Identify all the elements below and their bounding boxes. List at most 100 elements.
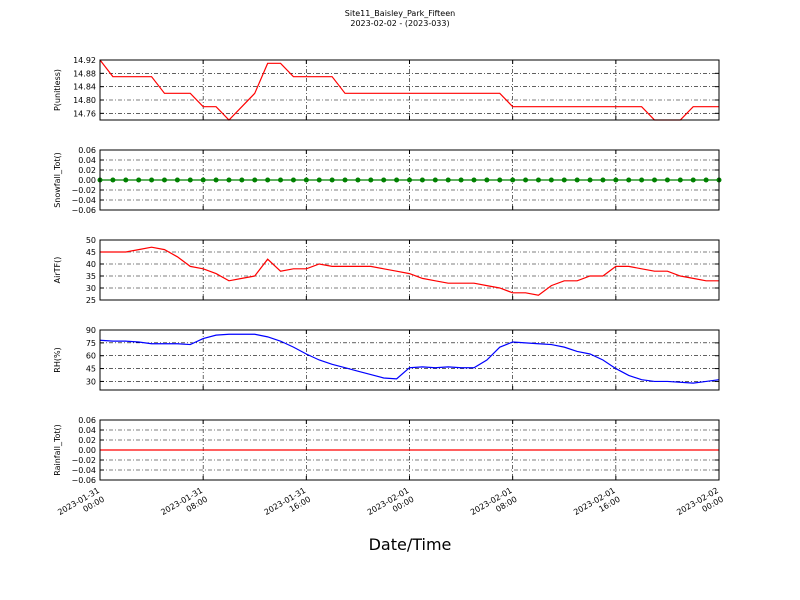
y-axis-label: RH(%) [53, 347, 62, 372]
data-point [458, 177, 464, 183]
data-point [252, 177, 258, 183]
y-tick-label: 0.02 [78, 436, 96, 445]
chart-title: Site11_Baisley_Park_Fifteen [345, 9, 455, 18]
y-axis-label: Rainfall_Tot() [53, 424, 62, 476]
chart-subtitle: 2023-02-02 - (2023-033) [350, 19, 449, 28]
y-tick-label: 0.02 [78, 166, 96, 175]
data-point [265, 177, 271, 183]
y-axis-label: Snowfall_Tot() [53, 152, 62, 208]
y-tick-label: 45 [86, 365, 96, 374]
data-line [100, 246, 719, 296]
plot-frame [99, 239, 720, 301]
data-point [329, 177, 335, 183]
data-point [652, 177, 658, 183]
y-tick-label: 14.84 [73, 83, 96, 92]
y-tick-label: 90 [86, 326, 96, 335]
data-point [626, 177, 632, 183]
x-tick-label: 2023-01-31 08:00 [159, 486, 209, 526]
data-point [523, 177, 529, 183]
data-point [419, 177, 425, 183]
data-point [510, 177, 516, 183]
data-point [200, 177, 206, 183]
data-point [677, 177, 683, 183]
data-point [613, 177, 619, 183]
y-tick-label: 0.00 [78, 446, 96, 455]
data-point [561, 177, 567, 183]
y-tick-label: 14.92 [73, 56, 96, 65]
data-point [136, 177, 142, 183]
y-axis-label: P(unitless) [53, 69, 62, 111]
y-tick-label: 40 [86, 260, 96, 269]
x-tick-label: 2023-01-31 16:00 [263, 486, 313, 526]
x-axis-label: Date/Time [369, 535, 452, 554]
data-point [381, 177, 387, 183]
y-tick-label: 60 [86, 352, 96, 361]
data-point [484, 177, 490, 183]
data-point [445, 177, 451, 183]
data-point [600, 177, 606, 183]
plot-frame [99, 149, 720, 211]
data-point [664, 177, 670, 183]
data-point [548, 177, 554, 183]
data-point [213, 177, 219, 183]
y-tick-label: 0.00 [78, 176, 96, 185]
data-point [239, 177, 245, 183]
data-line [99, 59, 719, 121]
y-tick-label: 30 [86, 377, 96, 386]
plot-frame [99, 329, 720, 391]
data-point [394, 177, 400, 183]
x-tick-label: 2023-01-31 00:00 [56, 486, 106, 526]
data-point [432, 177, 438, 183]
data-point [703, 177, 709, 183]
y-tick-label: 0.04 [78, 156, 96, 165]
data-line [99, 333, 720, 384]
data-point [639, 177, 645, 183]
data-point [342, 177, 348, 183]
data-point [471, 177, 477, 183]
y-tick-label: 50 [86, 236, 96, 245]
data-point [278, 177, 284, 183]
data-point [368, 177, 374, 183]
y-tick-label: −0.04 [71, 196, 96, 205]
y-tick-label: 14.88 [73, 69, 96, 78]
data-point [303, 177, 309, 183]
data-point [187, 177, 193, 183]
y-tick-label: 35 [86, 272, 96, 281]
y-tick-label: 75 [86, 339, 96, 348]
y-tick-label: 30 [86, 284, 96, 293]
data-point [174, 177, 180, 183]
data-point [690, 177, 696, 183]
data-point [407, 177, 412, 183]
y-tick-label: 14.80 [73, 96, 96, 105]
y-tick-label: −0.06 [71, 476, 96, 485]
data-point [535, 177, 541, 183]
data-point [226, 177, 232, 183]
y-tick-label: 0.06 [78, 416, 96, 425]
y-tick-label: −0.06 [71, 206, 96, 215]
data-point [149, 177, 155, 183]
data-point [110, 177, 116, 183]
x-tick-label: 2023-02-01 08:00 [469, 486, 519, 526]
data-point [161, 177, 167, 183]
y-tick-label: 0.06 [78, 146, 96, 155]
data-point [574, 177, 580, 183]
plot-frame [99, 59, 720, 121]
y-tick-label: 0.04 [78, 426, 96, 435]
y-tick-label: 14.76 [73, 109, 96, 118]
x-tick-label: 2023-02-02 00:00 [675, 486, 725, 526]
data-point [355, 177, 361, 183]
data-point [123, 177, 129, 183]
y-tick-label: −0.04 [71, 466, 96, 475]
y-tick-label: −0.02 [71, 456, 96, 465]
data-point [290, 177, 296, 183]
x-tick-label: 2023-02-01 00:00 [366, 486, 416, 526]
plot-frame [99, 419, 720, 481]
y-tick-label: 25 [86, 296, 96, 305]
y-axis-label: AirTF() [53, 257, 62, 284]
data-point [316, 177, 322, 183]
x-tick-label: 2023-02-01 16:00 [572, 486, 622, 526]
data-point [497, 177, 503, 183]
data-point [587, 177, 593, 183]
